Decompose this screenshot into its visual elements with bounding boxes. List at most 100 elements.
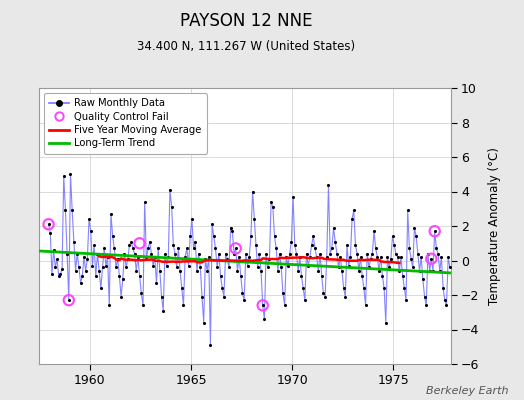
Point — [191, 238, 200, 245]
Point — [321, 294, 329, 300]
Point — [46, 230, 54, 236]
Point — [71, 268, 80, 274]
Point — [346, 254, 355, 260]
Point — [302, 250, 311, 257]
Point — [235, 254, 243, 260]
Point — [319, 290, 328, 296]
Point — [183, 245, 191, 252]
Point — [419, 276, 427, 283]
Point — [203, 268, 211, 274]
Point — [102, 262, 110, 269]
Point — [125, 242, 134, 248]
Point — [413, 250, 422, 257]
Point — [95, 268, 103, 274]
Point — [359, 285, 368, 291]
Point — [85, 216, 93, 222]
Point — [262, 250, 270, 257]
Point — [53, 256, 61, 262]
Point — [405, 245, 413, 252]
Point — [385, 264, 394, 270]
Point — [338, 268, 346, 274]
Point — [188, 216, 196, 222]
Point — [247, 233, 255, 240]
Point — [333, 250, 341, 257]
Point — [243, 262, 252, 269]
Point — [264, 264, 272, 270]
Point — [132, 268, 140, 274]
Point — [152, 280, 161, 286]
Point — [232, 245, 240, 252]
Point — [324, 182, 333, 188]
Point — [147, 250, 156, 257]
Point — [226, 224, 235, 231]
Point — [149, 262, 157, 269]
Point — [107, 211, 115, 217]
Point — [201, 256, 210, 262]
Point — [252, 242, 260, 248]
Point — [90, 242, 99, 248]
Point — [45, 221, 53, 228]
Point — [437, 254, 445, 260]
Point — [232, 245, 240, 252]
Point — [67, 171, 75, 178]
Point — [328, 245, 336, 252]
Point — [331, 238, 340, 245]
Point — [431, 228, 439, 234]
Point — [48, 271, 56, 278]
Point — [416, 268, 424, 274]
Point — [312, 254, 321, 260]
Point — [218, 285, 226, 291]
Point — [58, 266, 66, 272]
Point — [194, 250, 203, 257]
Point — [257, 268, 265, 274]
Point — [380, 285, 388, 291]
Point — [159, 307, 168, 314]
Point — [381, 319, 390, 326]
Point — [245, 254, 254, 260]
Point — [362, 302, 370, 308]
Point — [296, 254, 304, 260]
Point — [311, 245, 319, 252]
Point — [64, 297, 73, 303]
Point — [425, 268, 434, 274]
Point — [49, 247, 58, 253]
Point — [365, 264, 373, 270]
Point — [122, 264, 130, 270]
Point — [134, 254, 142, 260]
Point — [274, 268, 282, 274]
Point — [434, 250, 442, 257]
Point — [292, 250, 301, 257]
Point — [238, 290, 247, 296]
Point — [240, 297, 248, 303]
Point — [112, 264, 120, 270]
Point — [204, 254, 213, 260]
Point — [80, 254, 88, 260]
Point — [427, 256, 435, 262]
Point — [394, 254, 402, 260]
Point — [88, 262, 96, 269]
Point — [284, 262, 292, 269]
Point — [129, 245, 137, 252]
Point — [166, 186, 174, 193]
Point — [341, 294, 350, 300]
Point — [54, 273, 63, 279]
Text: PAYSON 12 NNE: PAYSON 12 NNE — [180, 12, 312, 30]
Point — [287, 238, 296, 245]
Point — [444, 254, 452, 260]
Point — [344, 262, 353, 269]
Point — [223, 256, 232, 262]
Point — [366, 256, 375, 262]
Point — [260, 316, 269, 322]
Point — [348, 216, 356, 222]
Point — [439, 285, 447, 291]
Point — [326, 250, 334, 257]
Point — [172, 264, 181, 270]
Point — [424, 250, 432, 257]
Point — [156, 268, 164, 274]
Point — [150, 254, 159, 260]
Point — [169, 242, 178, 248]
Point — [144, 245, 152, 252]
Point — [294, 268, 302, 274]
Point — [210, 233, 218, 240]
Point — [269, 204, 277, 210]
